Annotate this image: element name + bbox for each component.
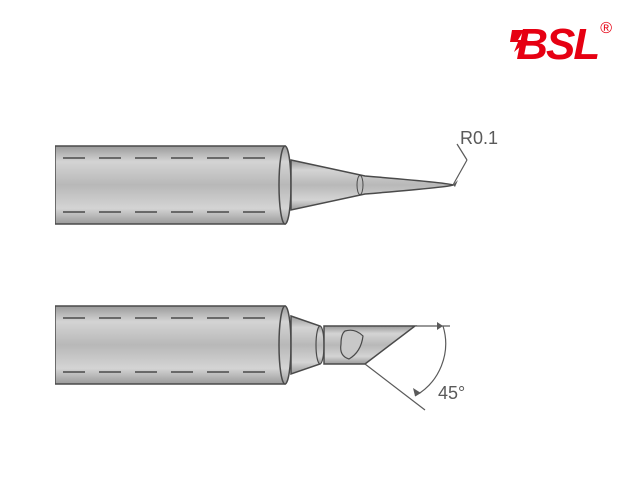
conical-tip-svg — [55, 140, 485, 230]
radius-annotation: R0.1 — [460, 128, 498, 149]
angle-annotation: 45° — [438, 383, 465, 404]
soldering-tip-knife-diagram — [55, 300, 485, 435]
logo-letters: BSL — [516, 20, 598, 69]
brand-logo: BSL® — [516, 20, 610, 70]
knife-tip-svg — [55, 300, 485, 430]
logo-text: BSL® — [516, 20, 610, 69]
registered-icon: ® — [600, 20, 610, 37]
soldering-tip-conical-diagram — [55, 140, 485, 235]
